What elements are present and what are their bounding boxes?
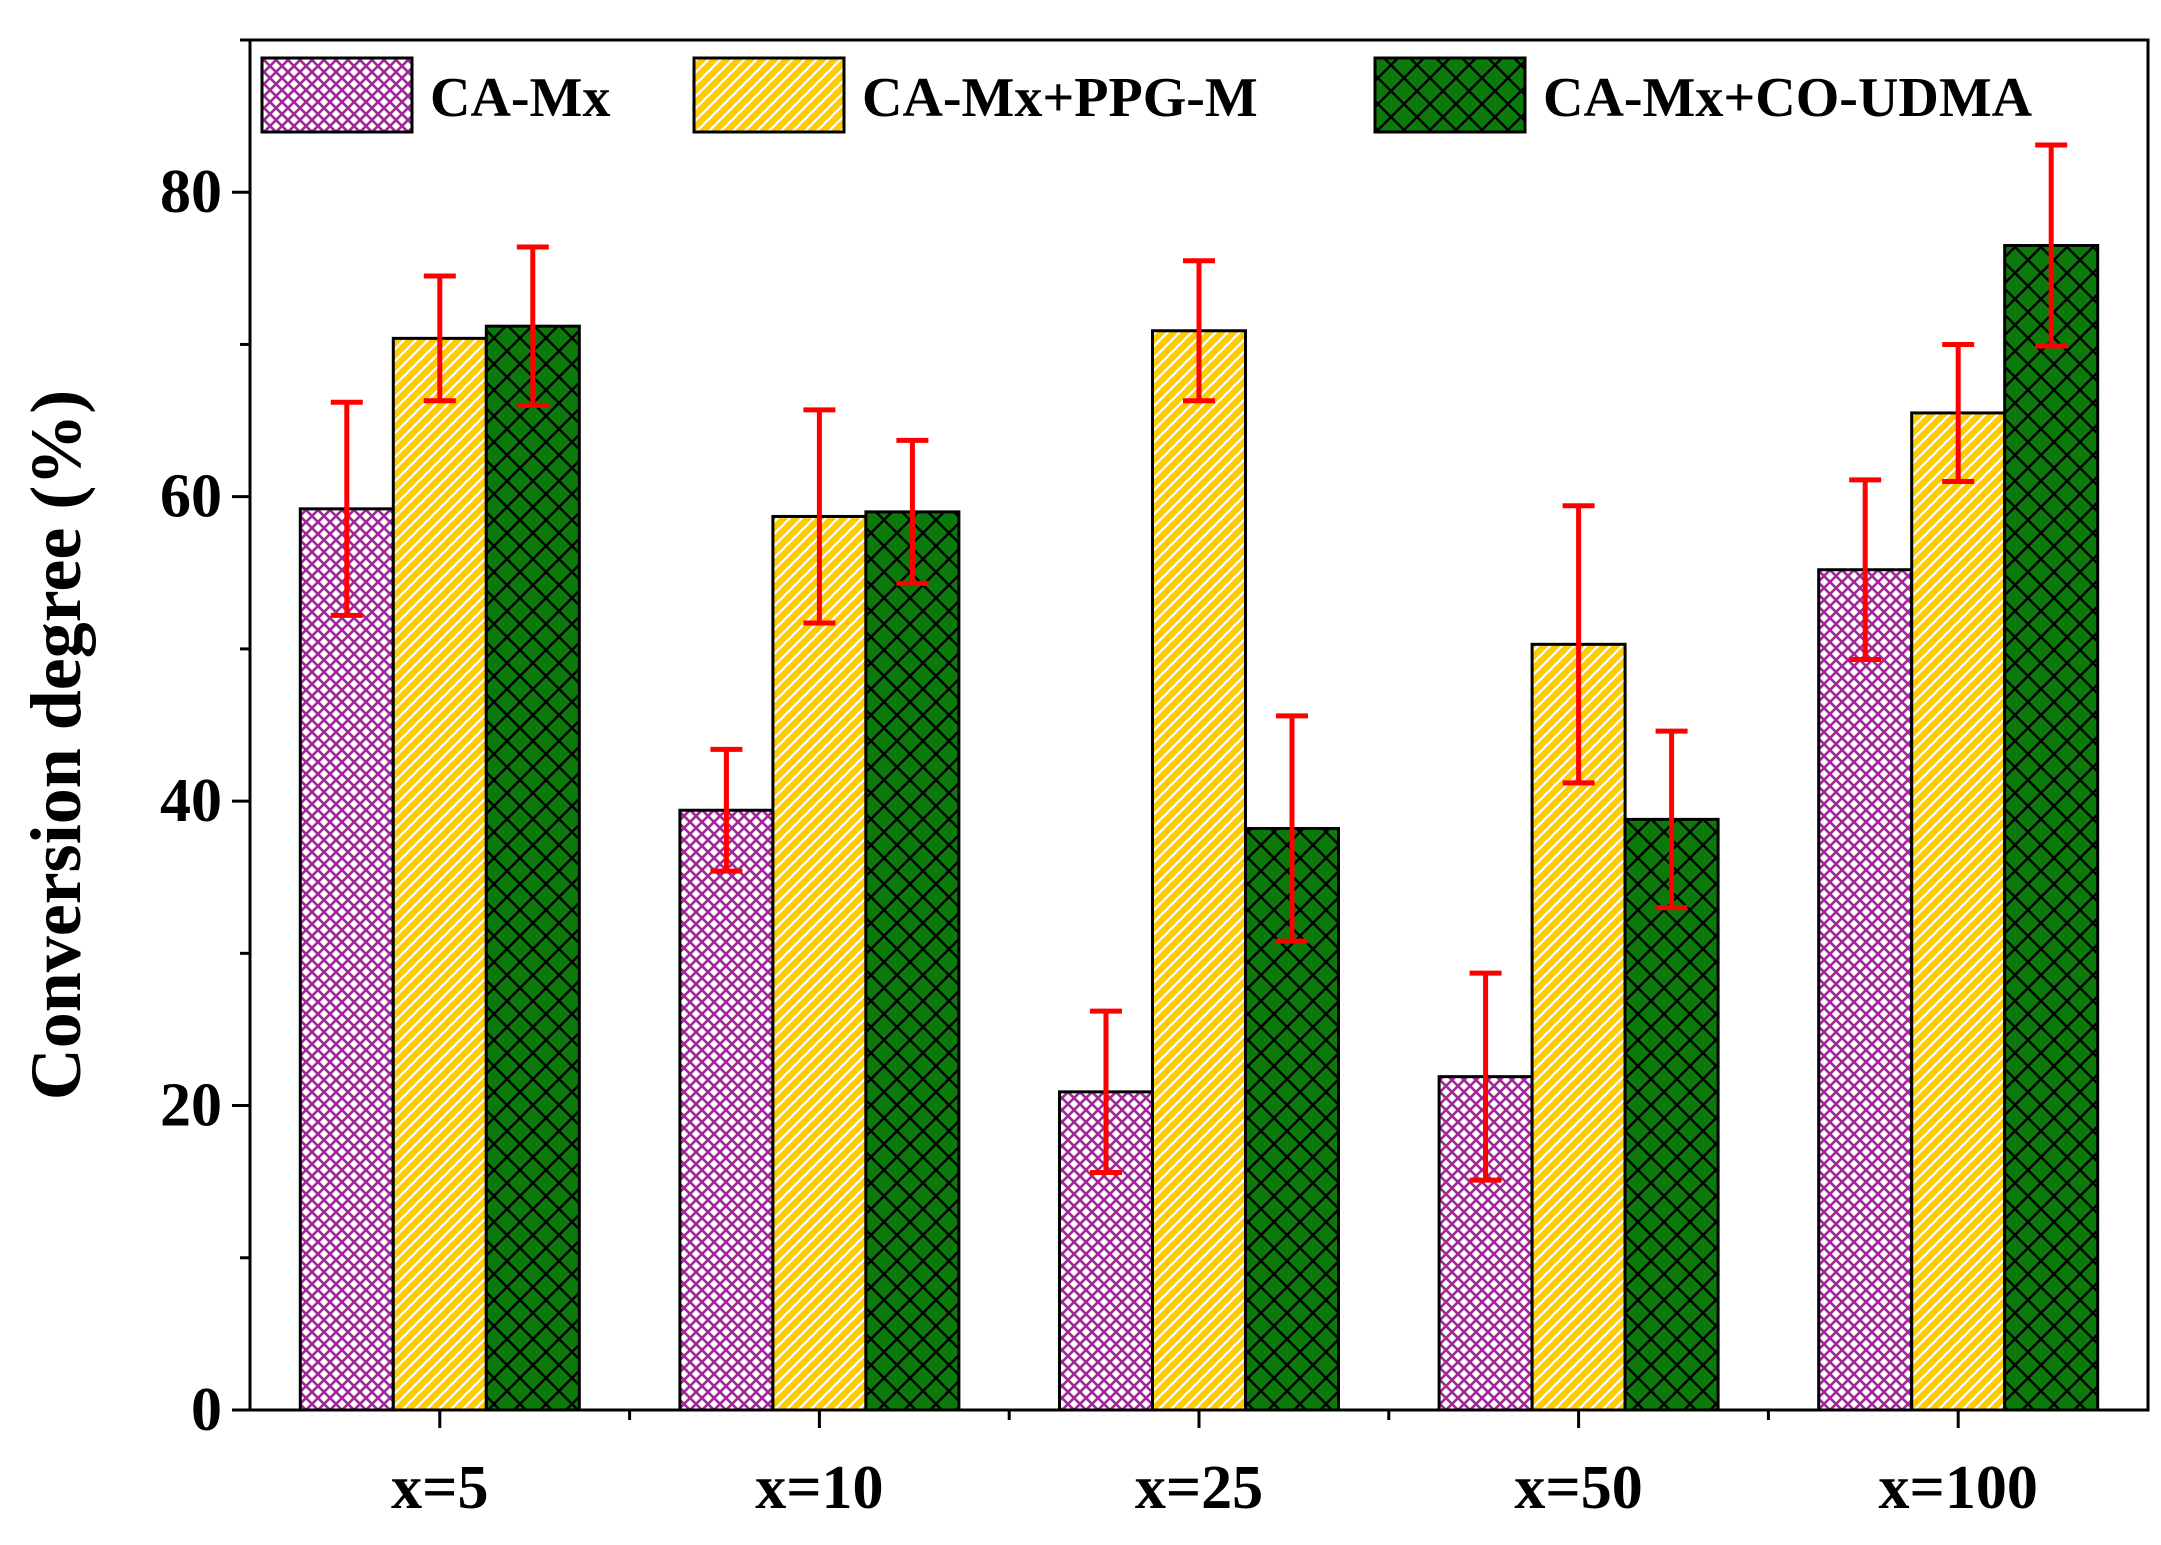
bar-ca-mx-co-udma — [1623, 817, 1720, 1412]
bar-ca-mx-ppg-m — [1910, 411, 2007, 1412]
bar-ca-mx-co-udma — [484, 324, 581, 1412]
legend-swatch — [260, 56, 414, 134]
bar-ca-mx — [298, 507, 395, 1412]
bar-ca-mx-ppg-m — [391, 336, 488, 1412]
y-axis-title: Conversion degree (%) — [16, 390, 96, 1101]
x-tick-label: x=100 — [1879, 1454, 2038, 1522]
x-tick-label: x=5 — [391, 1454, 488, 1522]
bar-ca-mx-ppg-m — [1151, 329, 1247, 1412]
bar-ca-mx-co-udma — [1244, 827, 1340, 1412]
y-tick-label: 60 — [160, 463, 222, 531]
legend-label: CA-Mx+PPG-M — [862, 67, 1258, 129]
y-tick-label: 20 — [160, 1072, 222, 1140]
legend: CA-Mx CA-Mx+PPG-M CA-Mx+CO-UDMA — [260, 56, 2033, 134]
y-tick-label: 40 — [160, 767, 222, 835]
x-tick-label: x=10 — [755, 1454, 883, 1522]
legend-swatch — [1373, 56, 1527, 134]
bar-ca-mx — [1817, 568, 1914, 1412]
y-tick-label: 0 — [191, 1376, 222, 1444]
bar-ca-mx-ppg-m — [771, 514, 868, 1412]
y-tick-label: 80 — [160, 158, 222, 226]
bar-ca-mx-co-udma — [864, 510, 961, 1412]
bar-ca-mx — [678, 808, 775, 1412]
x-tick-label: x=25 — [1135, 1454, 1263, 1522]
legend-label: CA-Mx — [430, 67, 610, 129]
legend-swatch — [692, 56, 846, 134]
legend-label: CA-Mx+CO-UDMA — [1543, 67, 2033, 129]
bar-ca-mx-co-udma — [2003, 244, 2100, 1412]
x-tick-label: x=50 — [1514, 1454, 1642, 1522]
plot-area: 0 20 40 60 80 x=5 x=10 x=25 x=50 x=100 — [160, 38, 2150, 1522]
